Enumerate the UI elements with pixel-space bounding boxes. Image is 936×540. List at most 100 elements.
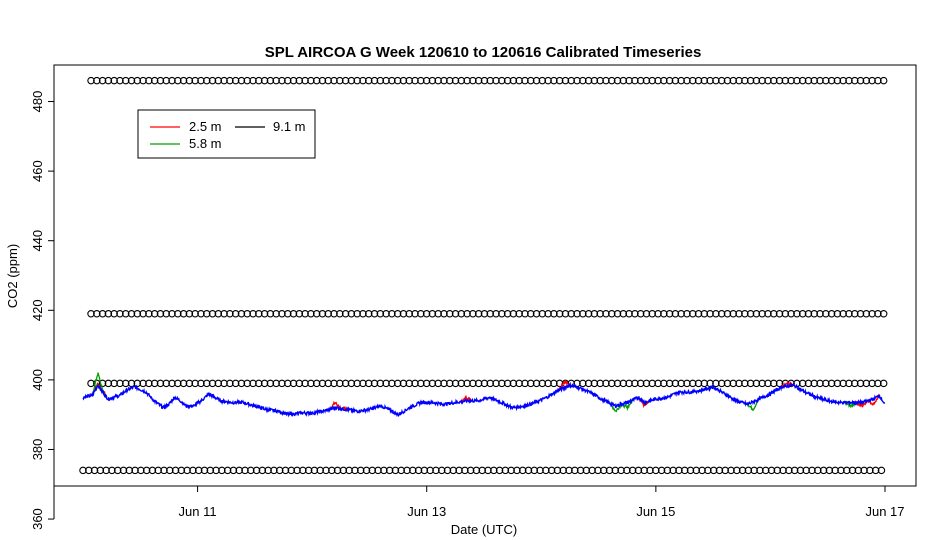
calibration-marker — [461, 466, 469, 475]
calibration-marker — [605, 466, 614, 475]
calibration-marker — [822, 310, 830, 318]
calibration-marker — [469, 76, 477, 85]
calibration-marker — [374, 466, 382, 475]
calibration-marker — [260, 379, 269, 388]
calibration-marker — [868, 379, 876, 388]
x-tick-label: Jun 13 — [407, 504, 446, 519]
calibration-marker — [457, 76, 466, 85]
calibration-marker — [226, 379, 234, 388]
calibration-marker — [706, 76, 714, 85]
calibration-marker — [345, 466, 353, 475]
calibration-marker — [353, 379, 361, 388]
calibration-marker — [827, 76, 836, 85]
calibration-marker — [677, 76, 685, 85]
calibration-marker — [197, 379, 205, 388]
calibration-marker — [287, 466, 296, 475]
calibration-marker — [212, 466, 220, 475]
calibration-marker — [177, 466, 186, 475]
calibration-marker — [422, 310, 431, 318]
calibration-marker — [741, 379, 749, 388]
calibration-marker — [607, 379, 616, 388]
chart-title: SPL AIRCOA G Week 120610 to 120616 Calib… — [265, 44, 702, 61]
calibration-marker — [631, 379, 639, 388]
calibration-marker — [648, 310, 656, 318]
calibration-marker — [773, 466, 782, 475]
calibration-marker — [723, 76, 732, 85]
calibration-marker — [503, 310, 512, 318]
calibration-marker — [451, 310, 460, 318]
marker-rows — [79, 76, 888, 475]
calibration-marker — [611, 466, 620, 475]
calibration-marker — [399, 76, 408, 85]
calibration-marker — [428, 76, 437, 85]
calibration-marker — [368, 466, 377, 475]
calibration-marker — [602, 76, 610, 85]
calibration-marker — [851, 379, 859, 388]
calibration-marker — [665, 310, 674, 318]
calibration-marker — [613, 76, 622, 85]
calibration-marker — [547, 466, 556, 475]
calibration-marker — [810, 379, 819, 388]
calibration-marker — [810, 76, 819, 85]
calibration-marker — [399, 379, 408, 388]
calibration-marker — [700, 379, 709, 388]
calibration-marker — [391, 466, 400, 475]
calibration-marker — [185, 76, 194, 85]
calibration-marker — [102, 466, 110, 475]
calibration-marker — [521, 379, 529, 388]
calibration-marker — [474, 76, 483, 85]
calibration-marker — [498, 76, 506, 85]
calibration-marker — [370, 310, 379, 318]
calibration-marker — [686, 466, 695, 475]
calibration-marker — [698, 466, 706, 475]
calibration-marker — [417, 310, 425, 318]
legend-label-5-8m: 5.8 m — [189, 136, 222, 151]
calibration-marker — [185, 379, 194, 388]
calibration-marker — [142, 466, 151, 475]
calibration-marker — [434, 76, 442, 85]
calibration-marker — [98, 379, 107, 388]
calibration-marker — [191, 379, 199, 388]
calibration-marker — [798, 379, 807, 388]
calibration-marker — [648, 76, 656, 85]
calibration-marker — [833, 76, 842, 85]
calibration-marker — [631, 76, 639, 85]
calibration-marker — [445, 379, 454, 388]
calibration-marker — [252, 466, 261, 475]
calibration-marker — [388, 379, 396, 388]
calibration-marker — [775, 310, 784, 318]
calibration-marker — [121, 379, 130, 388]
calibration-marker — [553, 466, 562, 475]
calibration-marker — [634, 466, 643, 475]
calibration-marker — [654, 379, 662, 388]
calibration-marker — [480, 310, 489, 318]
calibration-marker — [278, 76, 286, 85]
calibration-marker — [260, 310, 269, 318]
calibration-marker — [237, 310, 246, 318]
calibration-marker — [191, 76, 199, 85]
calibration-marker — [816, 310, 824, 318]
calibration-marker — [521, 76, 529, 85]
calibration-marker — [328, 466, 336, 475]
calibration-marker — [243, 76, 251, 85]
calibration-marker — [127, 310, 136, 318]
calibration-marker — [561, 76, 570, 85]
calibration-marker — [544, 310, 552, 318]
calibration-marker — [756, 466, 764, 475]
calibration-marker — [663, 466, 672, 475]
calibration-marker — [214, 76, 223, 85]
calibration-marker — [359, 76, 367, 85]
calibration-marker — [403, 466, 411, 475]
calibration-marker — [310, 466, 319, 475]
calibration-marker — [220, 379, 228, 388]
calibration-marker — [767, 466, 776, 475]
calibration-marker — [121, 76, 130, 85]
calibration-marker — [486, 379, 494, 388]
calibration-marker — [654, 76, 662, 85]
calibration-marker — [573, 76, 581, 85]
calibration-marker — [411, 310, 419, 318]
calibration-marker — [362, 466, 371, 475]
calibration-marker — [339, 466, 348, 475]
calibration-marker — [330, 379, 338, 388]
